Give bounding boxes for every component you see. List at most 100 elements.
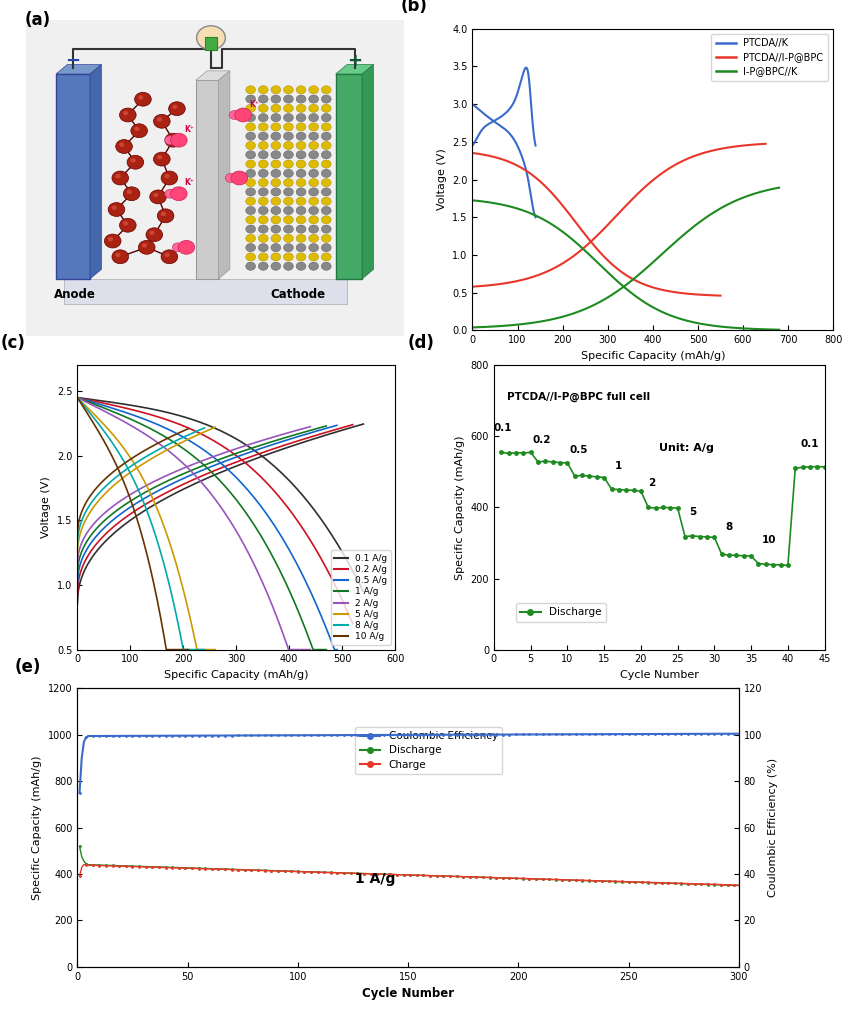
Circle shape [283, 86, 294, 94]
Text: 0.5: 0.5 [570, 445, 588, 455]
Circle shape [246, 216, 256, 224]
Circle shape [231, 171, 247, 185]
Circle shape [153, 192, 158, 197]
Circle shape [165, 189, 175, 198]
Circle shape [271, 262, 281, 270]
Text: (a): (a) [25, 11, 52, 30]
Circle shape [246, 179, 256, 187]
Text: 0.2: 0.2 [533, 435, 551, 445]
Circle shape [115, 174, 120, 178]
Text: 0.1: 0.1 [801, 439, 819, 449]
Y-axis label: Specific Capacity (mAh/g): Specific Capacity (mAh/g) [33, 755, 42, 900]
Circle shape [296, 243, 306, 252]
Circle shape [271, 169, 281, 177]
Circle shape [271, 123, 281, 131]
Circle shape [235, 108, 252, 122]
Circle shape [259, 95, 268, 103]
Bar [56, 74, 90, 279]
Circle shape [259, 207, 268, 215]
Circle shape [142, 243, 147, 248]
Circle shape [283, 216, 294, 224]
Circle shape [296, 197, 306, 206]
X-axis label: Specific Capacity (mAh/g): Specific Capacity (mAh/g) [581, 351, 725, 361]
Text: K⁺: K⁺ [185, 178, 194, 187]
Circle shape [296, 114, 306, 122]
Circle shape [119, 142, 125, 147]
Circle shape [259, 216, 268, 224]
Circle shape [308, 95, 319, 103]
Circle shape [259, 179, 268, 187]
Circle shape [131, 124, 148, 138]
Circle shape [308, 86, 319, 94]
Circle shape [161, 171, 178, 185]
Text: (b): (b) [400, 0, 427, 14]
Legend: 0.1 A/g, 0.2 A/g, 0.5 A/g, 1 A/g, 2 A/g, 5 A/g, 8 A/g, 10 A/g: 0.1 A/g, 0.2 A/g, 0.5 A/g, 1 A/g, 2 A/g,… [331, 550, 391, 646]
Circle shape [321, 160, 332, 168]
X-axis label: Cycle Number: Cycle Number [362, 987, 454, 1000]
Circle shape [271, 114, 281, 122]
Circle shape [246, 104, 256, 113]
Circle shape [271, 86, 281, 94]
Circle shape [283, 207, 294, 215]
X-axis label: Specific Capacity (mAh/g): Specific Capacity (mAh/g) [164, 670, 308, 680]
Circle shape [246, 123, 256, 131]
Circle shape [246, 234, 256, 242]
Circle shape [296, 216, 306, 224]
Text: 1: 1 [615, 461, 623, 472]
Circle shape [296, 141, 306, 149]
Circle shape [229, 110, 240, 120]
Circle shape [296, 86, 306, 94]
Circle shape [283, 262, 294, 270]
Text: K⁺: K⁺ [249, 99, 259, 108]
Text: (c): (c) [1, 335, 26, 352]
Bar [205, 37, 216, 50]
Circle shape [271, 132, 281, 140]
Circle shape [271, 104, 281, 113]
Circle shape [259, 169, 268, 177]
Circle shape [157, 118, 162, 122]
Circle shape [119, 108, 136, 122]
Circle shape [259, 114, 268, 122]
Circle shape [116, 139, 132, 153]
Circle shape [296, 188, 306, 196]
Circle shape [154, 152, 170, 166]
Circle shape [283, 132, 294, 140]
Circle shape [308, 243, 319, 252]
Circle shape [271, 243, 281, 252]
Circle shape [321, 253, 332, 261]
Text: 1 A/g: 1 A/g [355, 873, 395, 886]
Circle shape [283, 114, 294, 122]
Circle shape [296, 132, 306, 140]
Circle shape [308, 225, 319, 233]
Circle shape [178, 240, 195, 255]
Circle shape [246, 132, 256, 140]
Circle shape [154, 115, 170, 128]
Circle shape [115, 253, 120, 257]
Text: −: − [65, 52, 81, 71]
Circle shape [246, 160, 256, 168]
Circle shape [271, 253, 281, 261]
Circle shape [283, 225, 294, 233]
Circle shape [246, 141, 256, 149]
Circle shape [271, 160, 281, 168]
Circle shape [165, 133, 181, 147]
Circle shape [149, 190, 167, 204]
Circle shape [308, 197, 319, 206]
Text: PTCDA//I-P@BPC full cell: PTCDA//I-P@BPC full cell [507, 392, 650, 402]
Circle shape [271, 197, 281, 206]
Circle shape [296, 123, 306, 131]
Circle shape [259, 225, 268, 233]
Y-axis label: Voltage (V): Voltage (V) [41, 477, 52, 538]
Bar [196, 81, 218, 279]
Legend: Coulombic Efficiency, Discharge, Charge: Coulombic Efficiency, Discharge, Charge [356, 727, 502, 773]
Circle shape [308, 207, 319, 215]
Circle shape [283, 95, 294, 103]
Circle shape [308, 150, 319, 159]
Circle shape [283, 243, 294, 252]
Circle shape [271, 207, 281, 215]
Circle shape [168, 136, 174, 140]
Text: (e): (e) [15, 658, 41, 676]
Circle shape [296, 253, 306, 261]
Circle shape [283, 150, 294, 159]
Circle shape [308, 262, 319, 270]
